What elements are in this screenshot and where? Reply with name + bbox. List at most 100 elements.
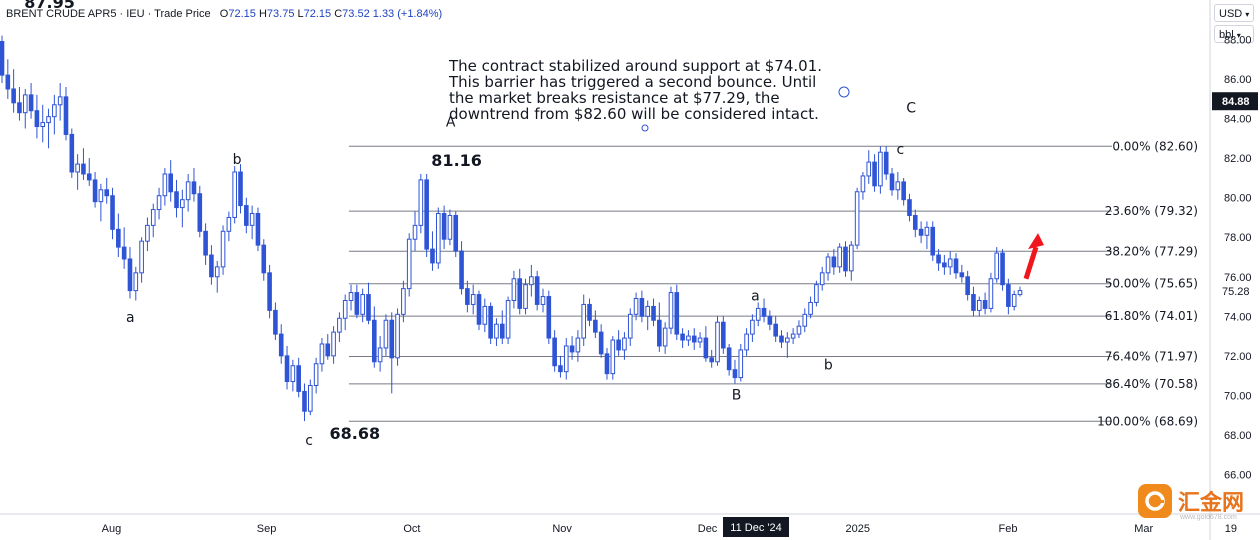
bear-candle — [907, 199, 912, 216]
bull-candle — [837, 246, 842, 268]
bear-candle — [116, 228, 121, 248]
bull-candle — [162, 173, 168, 197]
fib-level-label: 0.00% (82.60) — [1112, 139, 1198, 153]
bull-candle — [622, 337, 627, 351]
drawing-handle[interactable] — [838, 86, 850, 98]
bear-candle — [203, 230, 208, 256]
y-tick-label: 78.00 — [1224, 232, 1252, 244]
bull-candle — [308, 385, 313, 412]
bear-candle — [918, 228, 924, 236]
bull-candle — [878, 151, 883, 187]
x-tick-label: Nov — [552, 523, 572, 535]
currency-selector[interactable]: USD ▾ — [1214, 4, 1254, 22]
bear-candle — [371, 319, 377, 363]
fib-level-label: 50.00% (75.65) — [1105, 277, 1198, 291]
bull-candle — [662, 327, 668, 347]
bull-candle — [610, 339, 616, 375]
bear-candle — [971, 294, 976, 311]
wave-label: a — [126, 310, 135, 326]
y-tick-label: 86.00 — [1224, 74, 1252, 86]
annotation-line: The contract stabilized around support a… — [449, 57, 823, 75]
bear-candle — [296, 365, 301, 392]
high-value: 73.75 — [266, 8, 295, 20]
bear-candle — [691, 335, 697, 343]
crosshair-date-badge — [723, 517, 789, 537]
currency-label: USD — [1219, 8, 1243, 20]
y-tick-label: 76.00 — [1224, 272, 1252, 284]
bear-candle — [366, 294, 371, 321]
bull-candle — [668, 292, 674, 329]
drawing-handle[interactable] — [641, 124, 649, 132]
bear-candle — [424, 179, 429, 250]
watermark-logo: 汇金网 — [1138, 482, 1244, 520]
bear-candle — [11, 88, 16, 104]
bull-candle — [290, 365, 296, 383]
bear-candle — [517, 278, 523, 309]
bear-candle — [936, 254, 941, 264]
bear-candle — [430, 248, 435, 264]
bull-candle — [575, 337, 581, 353]
bull-candle — [337, 317, 342, 333]
low-label: L — [297, 8, 304, 20]
bear-candle — [17, 102, 22, 114]
bear-candle — [889, 173, 895, 191]
close-value: 73.52 — [342, 8, 370, 20]
watermark-subtext: www.gold678.com — [1180, 514, 1237, 521]
bull-candle — [52, 104, 57, 118]
unit-selector[interactable]: bbl ▾ — [1214, 25, 1254, 43]
bull-candle — [226, 216, 232, 232]
bull-candle — [755, 307, 761, 321]
bear-candle — [63, 96, 69, 135]
bull-candle — [46, 116, 51, 124]
bear-candle — [546, 296, 552, 339]
bull-candle — [529, 276, 534, 286]
y-tick-label: 72.00 — [1224, 351, 1252, 363]
x-tick-label: 19 — [1225, 523, 1237, 535]
up-arrow-shaft — [1023, 246, 1039, 280]
bull-candle — [180, 199, 185, 209]
bear-candle — [389, 319, 395, 359]
bear-candle — [558, 365, 563, 373]
bull-candle — [406, 238, 412, 290]
bear-candle — [901, 181, 906, 201]
bull-candle — [1017, 290, 1023, 296]
open-value: 72.15 — [228, 8, 256, 20]
annotation-line: downtrend from $82.60 will be considered… — [449, 105, 819, 123]
bull-candle — [785, 337, 790, 343]
watermark-text: 汇金网 — [1178, 491, 1245, 516]
close-label: C — [334, 8, 343, 20]
bull-candle — [214, 266, 220, 278]
bear-candle — [81, 163, 86, 175]
bull-candle — [348, 292, 354, 301]
bear-candle — [86, 173, 92, 181]
bear-candle — [92, 179, 98, 203]
bear-candle — [0, 41, 5, 76]
bear-candle — [953, 258, 959, 274]
bear-candle — [982, 299, 988, 309]
x-tick-label: Sep — [257, 523, 277, 535]
bear-candle — [121, 246, 127, 260]
bear-candle — [761, 307, 767, 317]
bull-candle — [331, 331, 336, 357]
y-tick-label: 82.00 — [1224, 153, 1252, 165]
bull-candle — [145, 224, 150, 242]
chevron-down-icon: ▾ — [1236, 31, 1241, 40]
bull-candle — [220, 230, 226, 268]
bear-candle — [1000, 252, 1005, 286]
bull-candle — [412, 224, 418, 240]
crosshair-date-label: 11 Dec '24 — [730, 522, 781, 534]
bear-candle — [453, 214, 459, 252]
current-price-badge — [1212, 92, 1258, 111]
bull-candle — [418, 179, 424, 226]
bull-candle — [40, 122, 46, 128]
bear-candle — [499, 323, 505, 339]
bear-candle — [721, 321, 726, 349]
bull-candle — [1011, 294, 1017, 307]
bear-candle — [930, 226, 936, 256]
y-tick-label: 68.00 — [1224, 430, 1252, 442]
bear-candle — [732, 369, 738, 379]
bull-candle — [581, 303, 587, 339]
bull-candle — [744, 333, 749, 351]
bear-candle — [267, 272, 272, 311]
